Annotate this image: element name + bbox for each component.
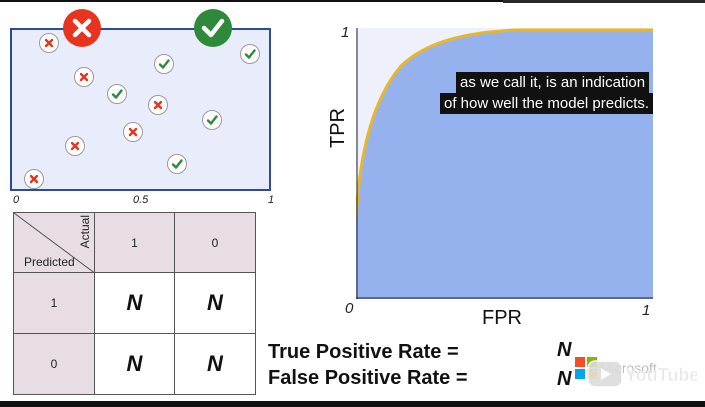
- subtitle-line-1: as we call it, is an indication: [456, 72, 650, 93]
- matrix-cell-fp: N: [174, 272, 256, 334]
- matrix-cell-tn: N: [174, 333, 256, 395]
- x-circle-icon: [74, 67, 94, 87]
- roc-area: [356, 30, 653, 299]
- video-top-bar-accent: [503, 0, 705, 3]
- fpr-value: N: [557, 368, 572, 390]
- scatter-tick-0: 0: [13, 194, 20, 206]
- x-circle-icon: [39, 33, 59, 53]
- actual-label: Actual: [78, 215, 92, 249]
- matrix-cell-fn: N: [94, 333, 175, 395]
- tpr-value: N: [557, 339, 572, 361]
- tpr-formula: True Positive Rate =: [268, 341, 459, 363]
- check-circle-icon: [194, 9, 232, 47]
- x-circle-icon: [65, 136, 85, 156]
- fpr-formula: False Positive Rate =: [268, 367, 468, 389]
- check-circle-icon: [167, 154, 187, 174]
- actual-header-1: 1: [94, 212, 175, 273]
- check-circle-icon: [202, 110, 222, 130]
- x-circle-icon: [148, 95, 168, 115]
- roc-y-tick-1: 1: [341, 24, 350, 41]
- roc-x-tick-1: 1: [642, 302, 651, 319]
- scatter-tick-1: 1: [268, 194, 275, 206]
- roc-curve: [356, 28, 653, 219]
- roc-plot: [356, 28, 653, 299]
- prediction-scatter-panel: [10, 28, 271, 191]
- video-bottom-bar: [0, 401, 705, 407]
- matrix-cell-tp: N: [94, 272, 175, 334]
- predicted-header-0: 0: [13, 333, 95, 395]
- check-circle-icon: [240, 44, 260, 64]
- subtitle-line-2: of how well the model predicts.: [440, 93, 654, 114]
- roc-y-label: TPR: [327, 108, 349, 148]
- predicted-label: Predicted: [24, 255, 75, 269]
- roc-origin-tick: 0: [345, 300, 354, 317]
- youtube-watermark[interactable]: YouTube: [587, 360, 697, 388]
- matrix-corner-cell: Predicted Actual: [13, 212, 96, 274]
- x-circle-icon: [63, 9, 101, 47]
- scatter-tick-0-5: 0.5: [133, 194, 149, 206]
- predicted-header-1: 1: [13, 272, 95, 334]
- roc-x-label: FPR: [482, 307, 522, 329]
- check-circle-icon: [154, 54, 174, 74]
- video-top-bar: [0, 0, 705, 2]
- check-circle-icon: [107, 84, 127, 104]
- actual-header-0: 0: [174, 212, 256, 273]
- x-circle-icon: [123, 122, 143, 142]
- youtube-wordmark: YouTube: [625, 365, 697, 385]
- x-circle-icon: [24, 169, 44, 189]
- confusion-matrix: Predicted Actual 1 0 1 N N 0 N N: [13, 212, 256, 395]
